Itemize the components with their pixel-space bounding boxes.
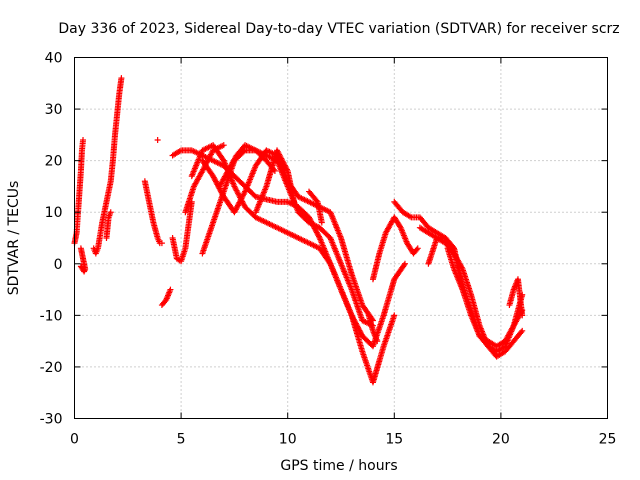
series-track-13	[182, 142, 227, 216]
series-track-04	[103, 209, 114, 241]
y-tick-label: 30	[45, 102, 63, 118]
y-tick-label: 10	[45, 205, 63, 221]
data-point	[154, 137, 161, 144]
x-tick-label: 20	[492, 432, 510, 448]
y-tick-label: -30	[40, 412, 63, 428]
y-tick-label: -10	[40, 308, 63, 324]
data-point	[220, 142, 227, 149]
trace-marker	[413, 246, 420, 253]
data-point	[391, 312, 398, 319]
trace-marker	[401, 262, 408, 269]
x-tick-label: 0	[70, 432, 79, 448]
data-point	[374, 338, 381, 345]
data-point	[77, 263, 84, 270]
series-track-18	[369, 214, 421, 283]
data-point	[318, 219, 325, 226]
trace-marker	[315, 233, 322, 240]
trace-marker	[241, 189, 248, 196]
data-point	[519, 327, 526, 334]
y-tick-label: 0	[54, 257, 63, 273]
series-track-16	[306, 188, 325, 226]
series-track-05	[141, 178, 165, 247]
data-point	[401, 260, 408, 267]
y-tick-label: 40	[45, 51, 63, 67]
series-track-10	[188, 142, 408, 350]
x-tick-label: 5	[177, 432, 186, 448]
series-track-23	[506, 276, 526, 319]
data-layer	[71, 75, 526, 386]
x-tick-label: 15	[385, 432, 403, 448]
data-point	[167, 286, 174, 293]
y-tick-label: -20	[40, 360, 63, 376]
y-tick-label: 20	[45, 154, 63, 170]
series-track-07	[158, 286, 174, 309]
data-point	[291, 198, 298, 205]
series-track-22	[444, 245, 466, 293]
data-point	[80, 137, 87, 144]
x-tick-label: 10	[279, 432, 297, 448]
data-point	[414, 245, 421, 252]
chart-title: Day 336 of 2023, Sidereal Day-to-day VTE…	[58, 21, 619, 37]
series-track-15	[252, 147, 298, 216]
data-point	[107, 209, 114, 216]
plot-frame	[74, 57, 608, 419]
data-point	[519, 312, 526, 319]
tick-layer: 0 5 10 15 20 25 -30 -20 -10 0 10 20 30 40	[40, 51, 617, 448]
series-track-03	[90, 75, 125, 257]
trace-marker	[283, 166, 290, 173]
data-point	[158, 240, 165, 247]
grid-layer	[74, 57, 608, 419]
x-axis-label: GPS time / hours	[280, 458, 397, 474]
series-track-14	[216, 142, 278, 190]
series-track-17	[365, 312, 381, 345]
data-point	[118, 75, 125, 82]
x-tick-label: 25	[599, 432, 617, 448]
trace-marker	[313, 197, 320, 204]
y-axis-label: SDTVAR / TECUs	[6, 181, 22, 296]
series-track-06	[154, 137, 161, 144]
series-track-02	[77, 245, 89, 275]
data-point	[459, 286, 466, 293]
trace-marker	[518, 329, 525, 336]
trace-marker	[78, 264, 85, 271]
